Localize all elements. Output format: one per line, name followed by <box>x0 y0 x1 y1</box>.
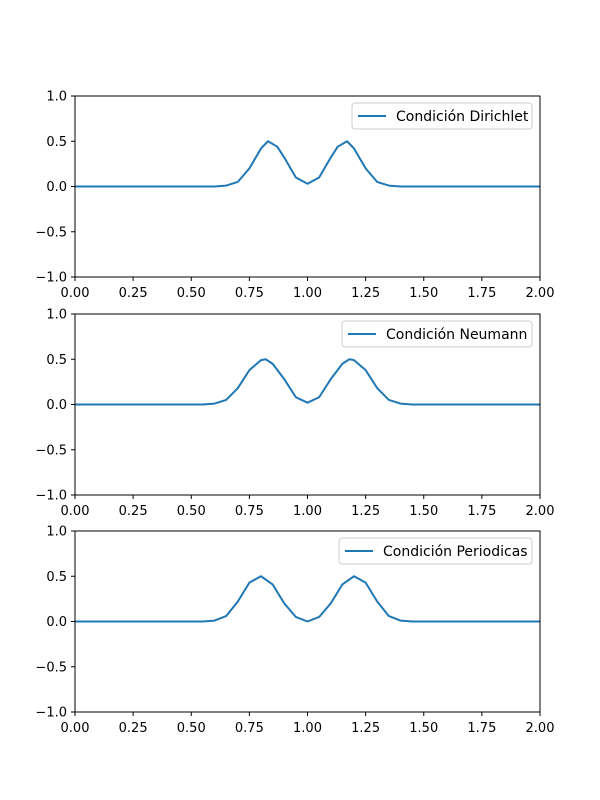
legend: Condición Dirichlet <box>351 102 533 130</box>
y-tick-label: 0.0 <box>46 180 67 195</box>
x-tick-label: 0.50 <box>177 721 206 736</box>
x-tick-label: 1.25 <box>351 286 380 301</box>
legend-box <box>351 102 533 130</box>
series-line <box>75 575 540 623</box>
y-tick-label: 0.0 <box>46 615 67 630</box>
legend: Condición Neumann <box>341 320 533 348</box>
x-tick-label: 0.50 <box>177 504 206 519</box>
y-tick-label: 0.5 <box>46 135 67 150</box>
y-tick-label: 0.5 <box>46 570 67 585</box>
y-tick-label: −1.0 <box>35 489 67 504</box>
legend-box <box>341 320 533 348</box>
x-tick-label: 1.25 <box>351 721 380 736</box>
x-tick-label: 1.00 <box>293 286 322 301</box>
x-tick-label: 2.00 <box>526 721 555 736</box>
x-tick-label: 1.00 <box>293 721 322 736</box>
x-tick-label: 0.25 <box>119 721 148 736</box>
x-tick-label: 1.25 <box>351 504 380 519</box>
x-tick-label: 1.50 <box>409 504 438 519</box>
y-tick-label: −1.0 <box>35 706 67 721</box>
y-tick-label: −0.5 <box>35 443 67 458</box>
x-tick-label: 1.75 <box>467 504 496 519</box>
x-tick-label: 2.00 <box>526 286 555 301</box>
x-tick-label: 1.50 <box>409 286 438 301</box>
x-tick-label: 1.00 <box>293 504 322 519</box>
y-tick-label: −0.5 <box>35 660 67 675</box>
y-tick-label: −1.0 <box>35 271 67 286</box>
y-tick-label: 1.0 <box>46 90 67 105</box>
x-tick-label: 0.25 <box>119 504 148 519</box>
y-tick-label: −0.5 <box>35 225 67 240</box>
series-line <box>75 140 540 188</box>
x-tick-label: 0.00 <box>61 721 90 736</box>
x-tick-label: 0.75 <box>235 721 264 736</box>
x-tick-label: 1.75 <box>467 286 496 301</box>
legend-label: Condición Periodicas <box>383 544 528 560</box>
x-tick-label: 0.75 <box>235 286 264 301</box>
y-tick-label: 1.0 <box>46 308 67 323</box>
subplot-3: 0.00 0.25 0.50 0.75 1.00 1.25 1.50 1.75 2.00 1.0 0… <box>35 525 554 737</box>
subplot-2: 0.00 0.25 0.50 0.75 1.00 1.25 1.50 1.75 2.00 1.0 0… <box>35 308 554 520</box>
subplots-container: 0.00 0.25 0.50 0.75 1.00 1.25 1.50 1.75 2.001.00… <box>35 90 554 737</box>
x-tick-label: 0.25 <box>119 286 148 301</box>
x-tick-label: 0.50 <box>177 286 206 301</box>
x-tick-label: 1.50 <box>409 721 438 736</box>
x-tick-label: 2.00 <box>526 504 555 519</box>
legend-label: Condición Neumann <box>386 327 527 343</box>
y-tick-label: 1.0 <box>46 525 67 540</box>
legend-label: Condición Dirichlet <box>396 109 529 125</box>
x-tick-label: 1.75 <box>467 721 496 736</box>
x-tick-label: 0.75 <box>235 504 264 519</box>
x-tick-label: 0.00 <box>61 286 90 301</box>
x-tick-label: 0.00 <box>61 504 90 519</box>
series-line <box>75 358 540 406</box>
legend: Condición Periodicas <box>338 537 533 565</box>
subplot-1: 0.00 0.25 0.50 0.75 1.00 1.25 1.50 1.75 2.00 1.0 0… <box>35 90 554 302</box>
legend-box <box>338 537 533 565</box>
y-tick-label: 0.0 <box>46 398 67 413</box>
y-tick-label: 0.5 <box>46 353 67 368</box>
